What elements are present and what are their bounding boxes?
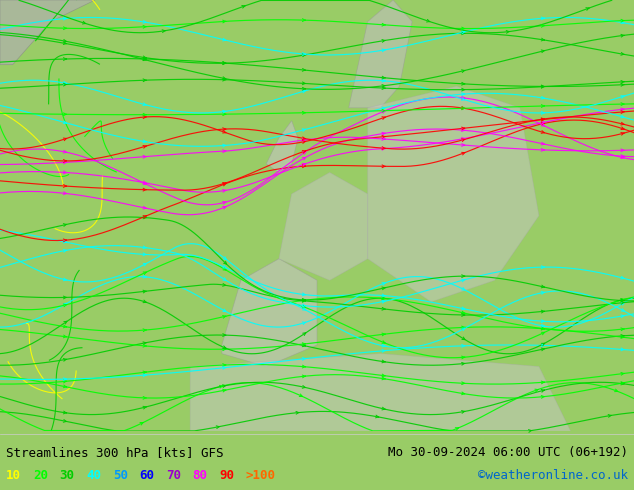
Text: 30: 30 <box>60 469 75 482</box>
Text: Mo 30-09-2024 06:00 UTC (06+192): Mo 30-09-2024 06:00 UTC (06+192) <box>387 446 628 459</box>
Polygon shape <box>222 259 317 367</box>
Polygon shape <box>368 86 539 302</box>
Text: 70: 70 <box>166 469 181 482</box>
Text: >100: >100 <box>246 469 276 482</box>
Polygon shape <box>349 0 412 108</box>
Text: 80: 80 <box>193 469 208 482</box>
Text: ©weatheronline.co.uk: ©weatheronline.co.uk <box>477 469 628 482</box>
Text: 90: 90 <box>219 469 235 482</box>
Text: 50: 50 <box>113 469 128 482</box>
Polygon shape <box>266 121 298 172</box>
Polygon shape <box>0 0 95 65</box>
Text: 40: 40 <box>86 469 101 482</box>
Text: 10: 10 <box>6 469 22 482</box>
Polygon shape <box>190 354 571 431</box>
Text: 60: 60 <box>139 469 155 482</box>
Polygon shape <box>279 172 368 280</box>
Text: Streamlines 300 hPa [kts] GFS: Streamlines 300 hPa [kts] GFS <box>6 446 224 459</box>
Text: 20: 20 <box>33 469 48 482</box>
